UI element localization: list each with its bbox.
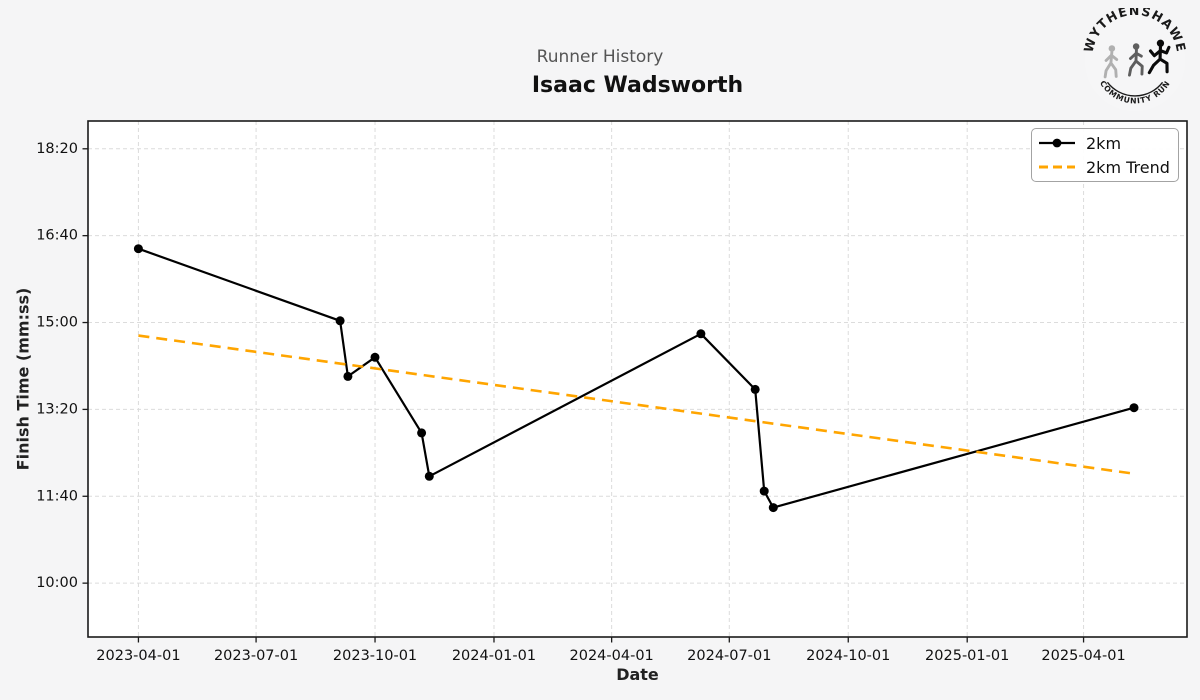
y-tick-label: 10:00 [36,575,78,591]
y-tick-label: 15:00 [36,315,78,331]
legend-label-2km: 2km [1086,133,1122,153]
data-point-marker [1129,403,1139,413]
y-axis-label: Finish Time (mm:ss) [13,287,33,471]
x-axis-label: Date [616,665,659,684]
data-point-marker [750,384,760,394]
data-point-marker [133,244,143,254]
plot-area [88,121,1187,637]
data-point-marker [417,428,427,438]
legend: 2km 2km Trend [1031,128,1179,182]
y-tick-label: 18:20 [36,141,78,157]
x-tick-label: 2025-01-01 [925,648,1009,664]
chart-subtitle: Runner History [536,47,664,67]
x-tick-label: 2023-10-01 [333,648,417,664]
logo-bottom-arc-line [1106,81,1164,97]
data-point-marker [768,503,778,513]
y-tick-label: 16:40 [36,228,78,244]
legend-item-2km: 2km [1038,131,1170,155]
legend-item-2km-trend: 2km Trend [1038,155,1170,179]
x-tick-label: 2024-01-01 [452,648,536,664]
line-marker-sample-icon [1039,138,1075,148]
runner-icon-left [1103,45,1119,79]
x-tick-label: 2024-10-01 [806,648,890,664]
data-point-marker [759,486,769,496]
plot-frame [87,120,1188,638]
club-logo: WYTHENSHAWE COMMUNITY RUN [1082,8,1188,112]
x-tick-label: 2023-04-01 [96,648,180,664]
x-tick-label: 2024-04-01 [570,648,654,664]
data-point-marker [424,471,434,481]
trend-line-2km [138,334,1135,475]
runner-icon-right [1147,39,1171,75]
data-point-marker [370,352,380,362]
x-tick-label: 2025-04-01 [1041,648,1125,664]
data-point-marker [696,329,706,339]
y-tick-label: 13:20 [36,401,78,417]
data-point-marker [335,316,345,326]
chart-title: Isaac Wadsworth [531,73,744,98]
dashed-line-sample-icon [1039,165,1075,169]
y-tick-label: 11:40 [36,488,78,504]
legend-label-2km-trend: 2km Trend [1086,157,1170,177]
runner-icon-middle [1128,43,1144,77]
x-tick-label: 2023-07-01 [214,648,298,664]
x-tick-label: 2024-07-01 [687,648,771,664]
data-point-marker [343,371,353,381]
